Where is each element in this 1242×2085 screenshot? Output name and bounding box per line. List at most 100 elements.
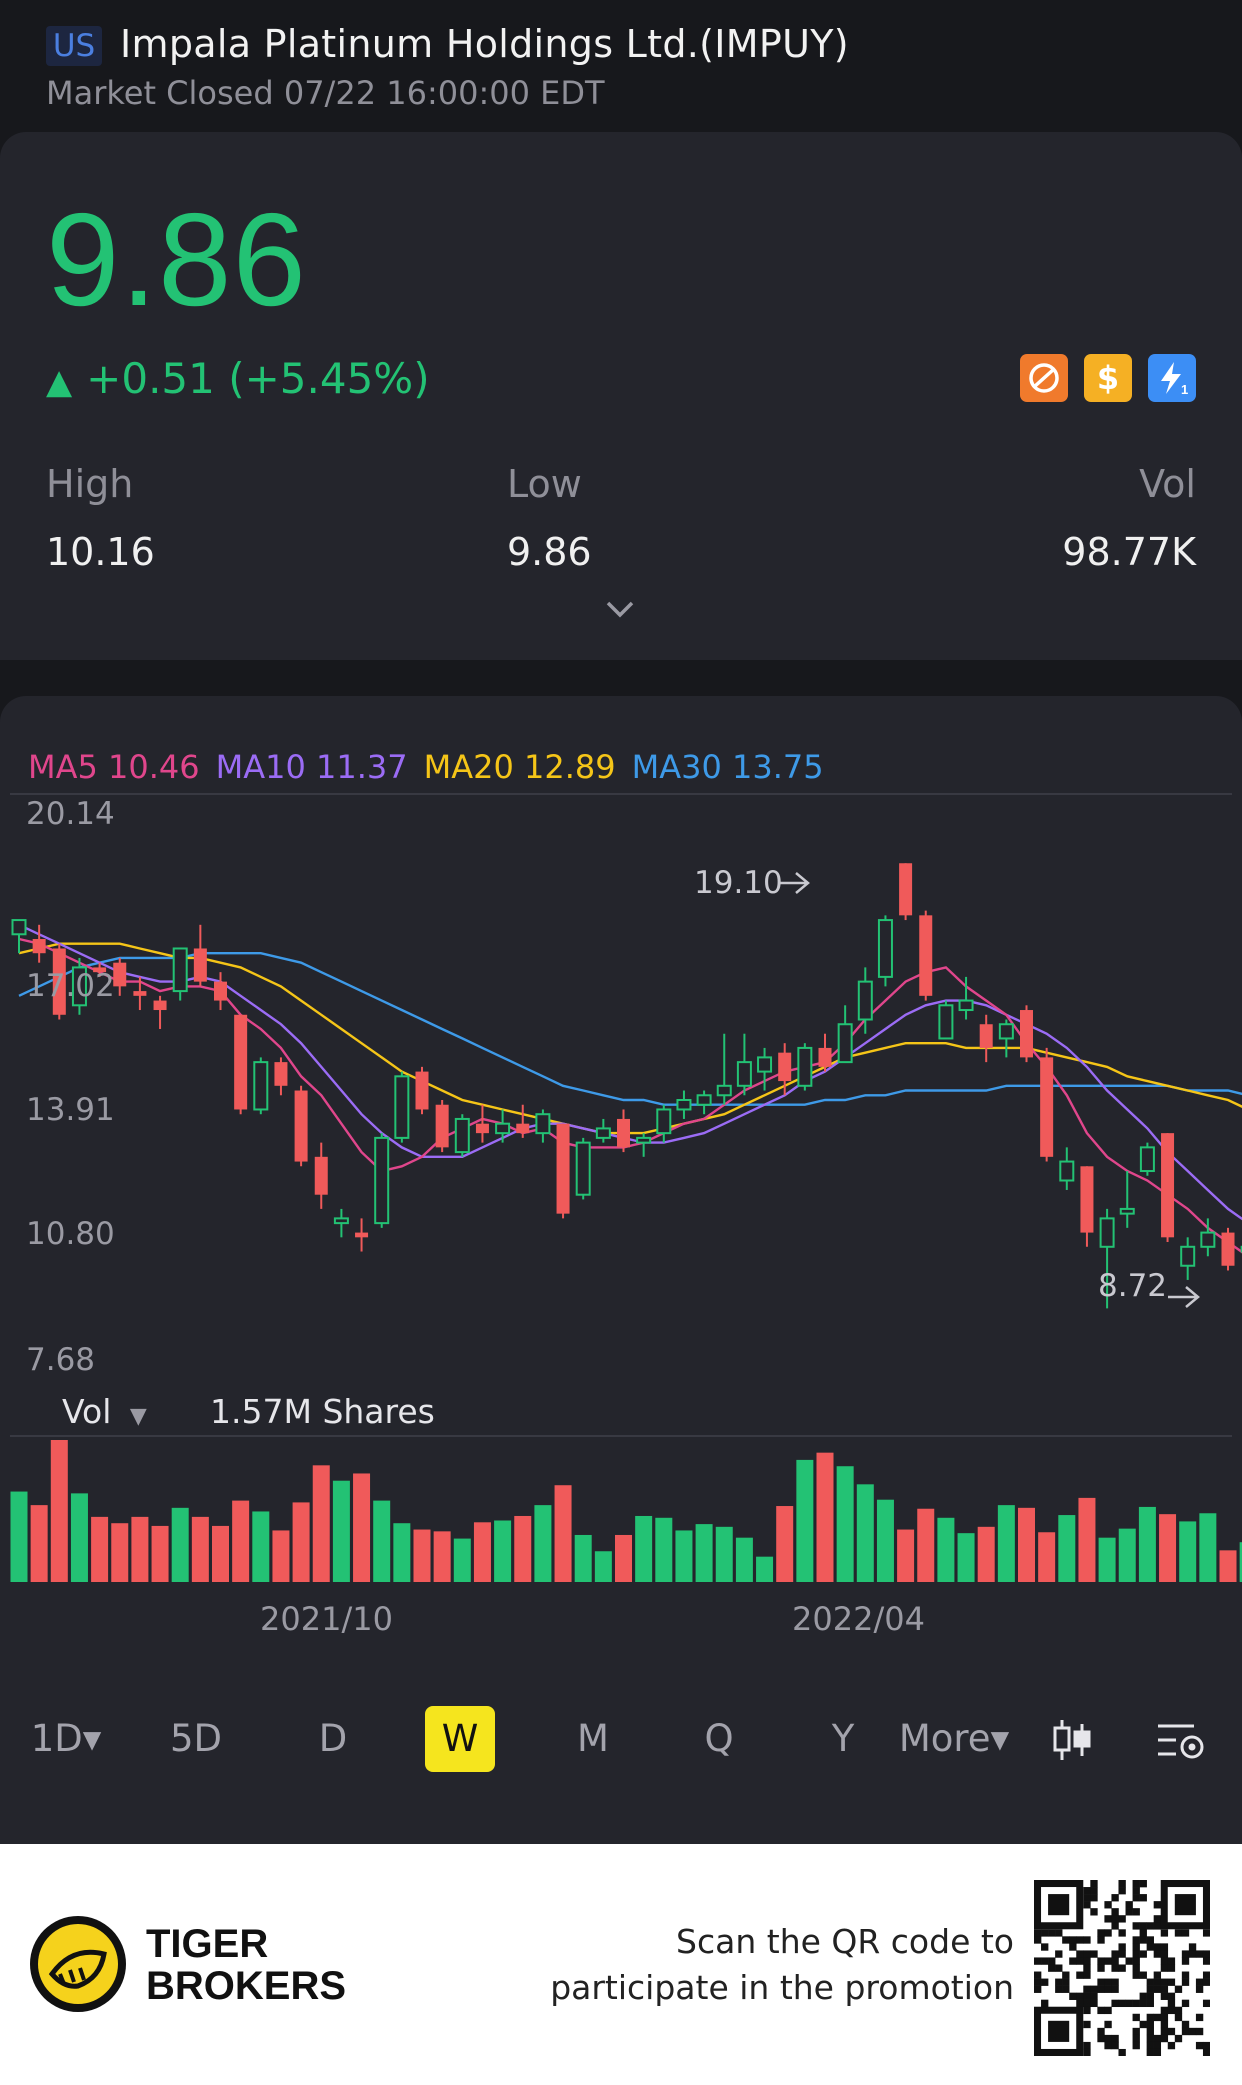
candle — [333, 1208, 349, 1238]
volume-bar — [91, 1516, 109, 1582]
candle — [1200, 1218, 1216, 1257]
market-badge: US — [46, 26, 102, 66]
volume-bar — [1098, 1537, 1116, 1582]
y-tick-5: 7.68 — [26, 1342, 96, 1378]
volume-bar — [1199, 1513, 1217, 1582]
volume-label: Vol — [1139, 462, 1196, 506]
chevron-down-icon[interactable] — [603, 592, 637, 626]
ma-legend: MA5 10.46 MA10 11.37 MA20 12.89 MA30 13.75 — [28, 748, 840, 786]
y-tick-4: 10.80 — [26, 1216, 115, 1252]
volume-bar — [735, 1537, 753, 1582]
chart-settings-icon[interactable] — [1154, 1716, 1208, 1764]
volume-bar — [212, 1525, 229, 1582]
volume-bar — [635, 1515, 653, 1582]
candle — [1080, 1166, 1094, 1247]
ma20-label: MA20 12.89 — [423, 748, 616, 786]
volume-selector-label: Vol — [62, 1392, 112, 1431]
candle — [415, 1066, 429, 1115]
volume-bar — [494, 1520, 512, 1582]
volume-bar — [191, 1516, 209, 1582]
candle — [93, 962, 107, 977]
low-marker: 8.72 — [1098, 1268, 1167, 1304]
last-price: 9.86 — [46, 186, 307, 333]
candlestick-chart[interactable]: 19.10 8.72 — [0, 696, 1242, 1596]
candle — [253, 1057, 269, 1115]
volume-bar — [715, 1526, 733, 1582]
candle — [314, 1142, 328, 1209]
candle — [1059, 1147, 1075, 1190]
ma30-label: MA30 13.75 — [631, 748, 824, 786]
volume-bar — [554, 1485, 572, 1582]
period-5d[interactable]: 5D — [169, 1717, 223, 1760]
volume-bar — [655, 1517, 673, 1582]
candle — [857, 967, 873, 1034]
qr-code — [1034, 1880, 1210, 2056]
candle — [475, 1104, 489, 1143]
candle — [1020, 1005, 1033, 1063]
high-value: 10.16 — [46, 530, 155, 574]
high-marker-arrow-icon — [778, 872, 810, 894]
volume-bar — [776, 1506, 794, 1582]
candle — [193, 924, 207, 987]
period-m[interactable]: M — [577, 1717, 609, 1760]
period-d[interactable]: D — [318, 1717, 348, 1760]
candle-style-icon[interactable] — [1050, 1716, 1094, 1764]
period-more[interactable]: More▾ — [898, 1717, 1010, 1760]
y-tick-3: 13.91 — [26, 1092, 115, 1128]
candle — [1180, 1237, 1196, 1280]
volume-bar — [312, 1465, 330, 1582]
ma5-label: MA5 10.46 — [28, 748, 200, 786]
candle — [958, 976, 974, 1020]
lightning-icon[interactable]: 1 — [1148, 354, 1196, 402]
volume-bar — [292, 1502, 310, 1582]
dollar-icon[interactable]: $ — [1084, 354, 1132, 402]
volume-bar — [1038, 1532, 1056, 1582]
volume-bar — [433, 1531, 451, 1582]
volume-bar — [876, 1499, 894, 1582]
period-q[interactable]: Q — [704, 1717, 734, 1760]
candle — [234, 1014, 248, 1115]
candle — [716, 1033, 732, 1105]
period-1d[interactable]: 1D▾ — [30, 1717, 102, 1760]
volume-bar — [373, 1500, 391, 1582]
volume-bar — [836, 1466, 854, 1582]
volume-bar — [695, 1524, 713, 1582]
volume-bar — [252, 1511, 270, 1582]
change-value: +0.51 (+5.45%) — [86, 354, 430, 403]
volume-bars — [10, 1440, 1242, 1582]
volume-bar — [514, 1515, 532, 1582]
candle — [113, 957, 127, 996]
candle — [979, 1014, 993, 1063]
volume-bar — [232, 1500, 250, 1582]
market-status: Market Closed 07/22 16:00:00 EDT — [46, 74, 605, 112]
candle — [1119, 1171, 1135, 1228]
volume-bar — [917, 1508, 935, 1582]
candle — [757, 1047, 773, 1091]
candle — [676, 1090, 692, 1119]
candle — [1161, 1133, 1175, 1243]
volume-bar — [332, 1480, 350, 1582]
volume-bar — [171, 1507, 189, 1582]
candle — [877, 915, 893, 987]
promo-line1: Scan the QR code to — [676, 1922, 1014, 1961]
no-short-icon[interactable] — [1020, 354, 1068, 402]
volume-selector[interactable]: Vol ▼ — [62, 1392, 147, 1431]
candle — [556, 1123, 570, 1219]
volume-bar — [816, 1452, 834, 1582]
volume-bar — [1179, 1521, 1197, 1582]
candle — [435, 1100, 449, 1153]
volume-bar — [111, 1523, 129, 1582]
volume-bar — [30, 1505, 48, 1582]
ma5-line — [18, 937, 1242, 1254]
volume-bar — [594, 1551, 612, 1582]
volume-bar — [272, 1530, 290, 1582]
volume-bar — [1058, 1515, 1076, 1582]
brand-line2: BROKERS — [146, 1964, 347, 2008]
candle — [153, 995, 167, 1029]
candle — [919, 910, 933, 1001]
y-tick-1: 20.14 — [26, 796, 115, 832]
price-change: ▲ +0.51 (+5.45%) — [46, 354, 430, 403]
period-w[interactable]: W — [425, 1706, 495, 1772]
period-y[interactable]: Y — [831, 1717, 855, 1760]
volume-bar — [897, 1529, 915, 1582]
